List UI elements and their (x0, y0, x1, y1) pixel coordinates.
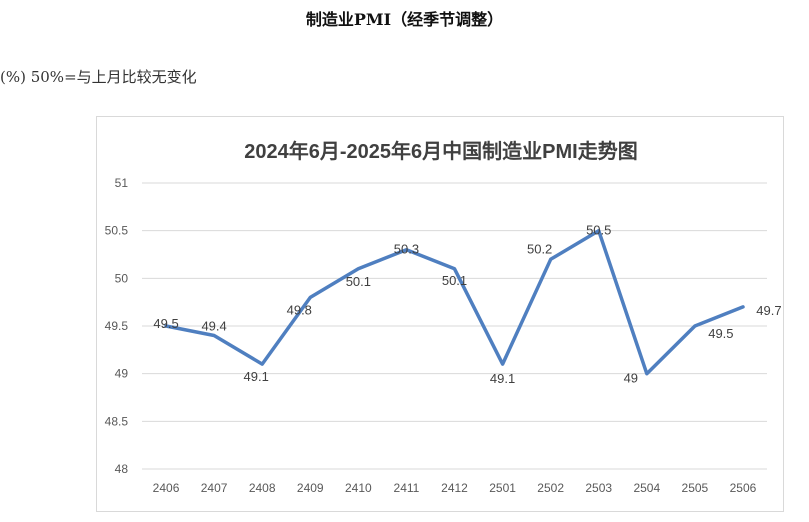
x-tick-label: 2412 (441, 481, 468, 495)
data-label: 50.1 (346, 274, 371, 289)
y-tick-label: 49 (115, 367, 129, 381)
x-tick-label: 2406 (153, 481, 180, 495)
data-label: 49.1 (244, 369, 269, 384)
data-labels: 49.5 49.4 49.1 49.8 50.1 50.3 50.1 49.1 50.2 50.5… (153, 223, 781, 386)
x-tick-label: 2506 (730, 481, 757, 495)
data-label: 50.3 (394, 242, 419, 257)
y-tick-label: 50.5 (105, 224, 129, 238)
y-tick-label: 50 (115, 271, 129, 285)
x-tick-label: 2408 (249, 481, 276, 495)
data-label: 49.7 (756, 303, 781, 318)
y-tick-label: 48.5 (105, 414, 129, 428)
data-label: 49.4 (201, 319, 226, 334)
x-tick-label: 2409 (297, 481, 324, 495)
y-tick-label: 48 (115, 462, 129, 476)
x-tick-label: 2410 (345, 481, 372, 495)
x-tick-label: 2505 (682, 481, 709, 495)
line-chart: 2024年6月-2025年6月中国制造业PMI走势图 48 48.5 49 49.5 5… (105, 139, 782, 495)
data-label: 49.5 (153, 316, 178, 331)
page-title: 制造业PMI（经季节调整） (305, 10, 504, 29)
y-tick-label: 49.5 (105, 319, 129, 333)
data-label: 49.8 (287, 302, 312, 317)
data-label: 49.5 (708, 326, 733, 341)
x-axis-ticks: 2406 2407 2408 2409 2410 2411 2412 2501 2502 2503… (153, 481, 757, 495)
chart-title: 2024年6月-2025年6月中国制造业PMI走势图 (244, 139, 637, 163)
y-tick-label: 51 (115, 176, 129, 190)
data-label: 50.5 (586, 223, 611, 238)
x-tick-label: 2411 (394, 481, 420, 495)
x-tick-label: 2504 (633, 481, 660, 495)
series-line (164, 228, 745, 376)
x-tick-label: 2407 (201, 481, 228, 495)
unit-note: (%) 50%=与上月比较无变化 (0, 68, 197, 86)
data-label: 49 (624, 371, 638, 386)
data-label: 49.1 (490, 371, 515, 386)
gridlines (142, 182, 767, 470)
x-tick-label: 2501 (489, 481, 516, 495)
y-axis-ticks: 48 48.5 49 49.5 50 50.5 51 (105, 176, 129, 476)
data-label: 50.2 (527, 241, 552, 256)
chart-container: 2024年6月-2025年6月中国制造业PMI走势图 48 48.5 49 49.5 5… (96, 116, 784, 512)
data-label: 50.1 (442, 273, 467, 288)
x-tick-label: 2503 (585, 481, 612, 495)
x-tick-label: 2502 (537, 481, 564, 495)
